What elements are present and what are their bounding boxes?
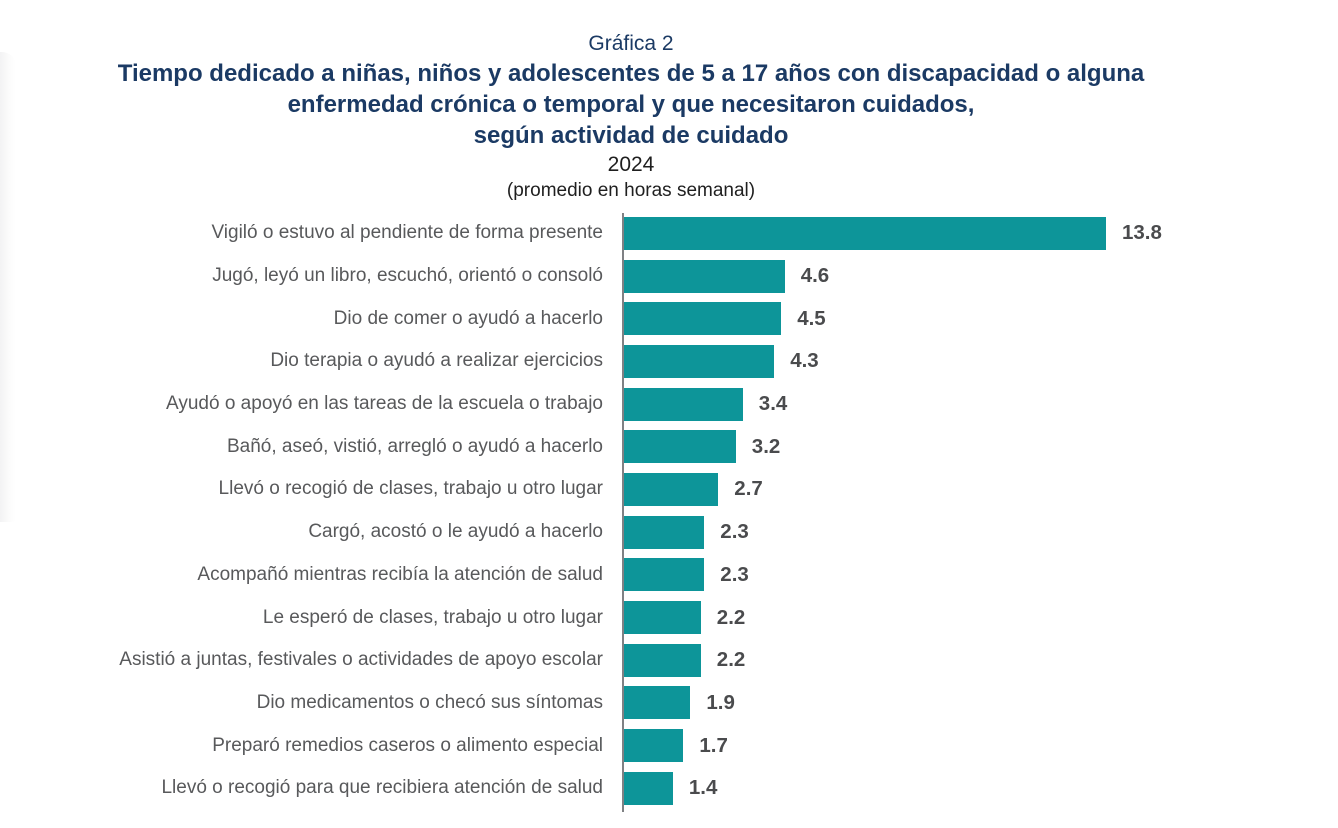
value-label: 3.4: [758, 392, 788, 416]
bar-track: 2.7: [624, 468, 763, 511]
value-label: 3.2: [751, 434, 781, 458]
bar: [624, 259, 785, 293]
category-label: Bañó, aseó, vistió, arregló o ayudó a ha…: [226, 435, 603, 457]
category-label: Dio terapia o ayudó a realizar ejercicio…: [270, 350, 603, 372]
value-label: 4.6: [800, 264, 830, 288]
bar: [624, 344, 775, 378]
bar: [624, 558, 705, 592]
bar-row: Bañó, aseó, vistió, arregló o ayudó a ha…: [0, 425, 1338, 468]
chart-number: Gráfica 2: [588, 32, 674, 55]
bar-row: Jugó, leyó un libro, escuchó, orientó o …: [0, 255, 1338, 298]
value-label: 4.5: [797, 306, 826, 330]
chart-title-line-2: enfermedad crónica o temporal y que nece…: [287, 91, 975, 118]
bar: [624, 216, 1106, 250]
bar-row: Dio terapia o ayudó a realizar ejercicio…: [0, 340, 1338, 383]
bar-track: 3.4: [624, 383, 787, 426]
bar: [624, 643, 701, 677]
bar-row: Llevó o recogió de clases, trabajo u otr…: [0, 468, 1338, 511]
value-label: 1.9: [706, 690, 735, 714]
chart-unit-subtitle: (promedio en horas semanal): [506, 180, 756, 201]
value-label: 2.3: [720, 520, 749, 544]
category-label: Le esperó de clases, trabajo u otro luga…: [262, 606, 603, 628]
category-label: Acompañó mientras recibía la atención de…: [197, 563, 603, 585]
bar-row: Llevó o recogió para que recibiera atenc…: [0, 767, 1338, 810]
bar: [624, 686, 691, 720]
y-axis-line: [622, 213, 624, 812]
category-label: Ayudó o apoyó en las tareas de la escuel…: [166, 393, 603, 415]
bar-chart: Vigiló o estuvo al pendiente de forma pr…: [0, 212, 1338, 817]
value-label: 2.2: [716, 648, 746, 672]
value-label: 13.8: [1122, 221, 1162, 245]
bar-row: Ayudó o apoyó en las tareas de la escuel…: [0, 383, 1338, 426]
category-label: Preparó remedios caseros o alimento espe…: [212, 734, 603, 756]
category-label: Asistió a juntas, festivales o actividad…: [119, 649, 603, 671]
value-label: 4.3: [790, 349, 819, 373]
category-label: Jugó, leyó un libro, escuchó, orientó o …: [212, 265, 603, 287]
value-label: 1.7: [699, 733, 728, 757]
bar-track: 13.8: [624, 212, 1162, 255]
category-label: Llevó o recogió para que recibiera atenc…: [161, 777, 603, 799]
bar-track: 2.3: [624, 511, 749, 554]
value-label: 2.7: [734, 477, 763, 501]
chart-header: Gráfica 2 Tiempo dedicado a niñas, niños…: [0, 30, 1262, 203]
bar-row: Asistió a juntas, festivales o actividad…: [0, 639, 1338, 682]
bar-track: 4.6: [624, 255, 829, 298]
bar-track: 2.2: [624, 596, 745, 639]
bar-rows: Vigiló o estuvo al pendiente de forma pr…: [0, 212, 1338, 810]
bar: [624, 601, 701, 635]
bar: [624, 729, 684, 763]
category-label: Dio de comer o ayudó a hacerlo: [333, 307, 603, 329]
chart-title-line-1: Tiempo dedicado a niñas, niños y adolesc…: [117, 60, 1145, 87]
bar-row: Acompañó mientras recibía la atención de…: [0, 554, 1338, 597]
bar: [624, 387, 743, 421]
chart-year: 2024: [607, 153, 655, 176]
bar-row: Vigiló o estuvo al pendiente de forma pr…: [0, 212, 1338, 255]
bar-track: 1.4: [624, 767, 717, 810]
bar: [624, 515, 705, 549]
bar-track: 1.9: [624, 682, 735, 725]
bar: [624, 472, 719, 506]
bar-row: Dio medicamentos o checó sus síntomas 1.…: [0, 682, 1338, 725]
bar-track: 1.7: [624, 724, 728, 767]
bar: [624, 430, 736, 464]
bar-track: 3.2: [624, 425, 780, 468]
value-label: 1.4: [688, 776, 718, 800]
bar: [624, 771, 673, 805]
category-label: Llevó o recogió de clases, trabajo u otr…: [218, 478, 603, 500]
value-label: 2.3: [720, 562, 749, 586]
bar-row: Dio de comer o ayudó a hacerlo 4.5: [0, 297, 1338, 340]
category-label: Vigiló o estuvo al pendiente de forma pr…: [211, 222, 603, 244]
bar-row: Preparó remedios caseros o alimento espe…: [0, 724, 1338, 767]
bar-track: 2.2: [624, 639, 745, 682]
bar-track: 4.3: [624, 340, 819, 383]
bar-track: 4.5: [624, 297, 826, 340]
bar-track: 2.3: [624, 554, 749, 597]
bar-row: Le esperó de clases, trabajo u otro luga…: [0, 596, 1338, 639]
value-label: 2.2: [716, 605, 746, 629]
chart-title-line-3: según actividad de cuidado: [473, 122, 789, 149]
category-label: Cargó, acostó o le ayudó a hacerlo: [308, 521, 603, 543]
bar-row: Cargó, acostó o le ayudó a hacerlo 2.3: [0, 511, 1338, 554]
bar: [624, 302, 782, 336]
category-label: Dio medicamentos o checó sus síntomas: [256, 691, 603, 713]
